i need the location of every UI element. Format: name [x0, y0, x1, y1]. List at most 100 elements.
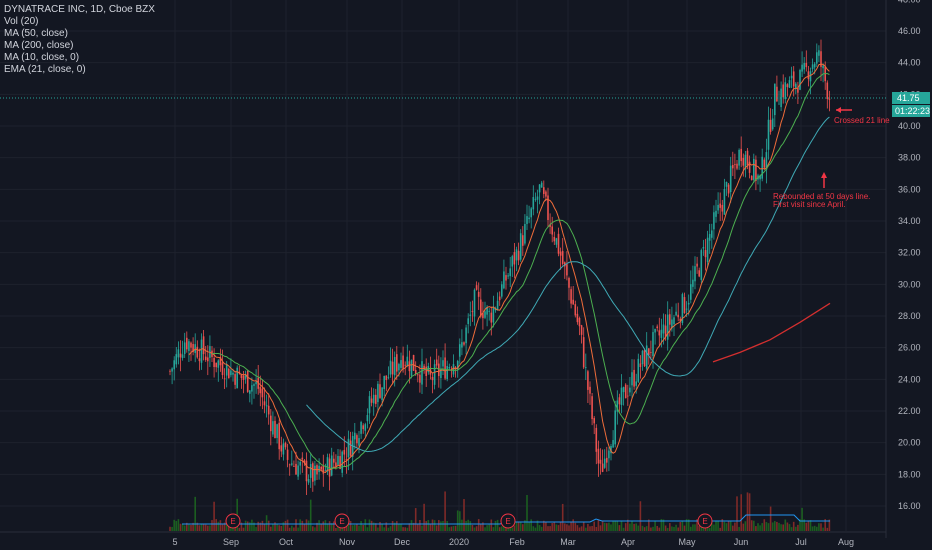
volume-bar: [513, 525, 516, 531]
volume-bar: [425, 521, 427, 531]
candle-body: [284, 442, 287, 448]
indicator-ma50[interactable]: MA (50, close): [4, 28, 68, 39]
candle-body: [631, 372, 633, 386]
volume-bar: [393, 522, 396, 531]
candle-body: [396, 354, 398, 372]
candle-body: [467, 318, 469, 324]
volume-bar: [757, 523, 759, 531]
arrow-head-icon: [821, 172, 827, 178]
time-axis[interactable]: 5 Sep Oct Nov Dec 2020 Feb Mar Apr May Jun Jul Aug: [172, 537, 854, 547]
volume-bar: [782, 524, 784, 531]
volume-bar: [702, 526, 705, 531]
candle-body: [597, 448, 600, 464]
candle-body: [314, 465, 316, 481]
indicator-volume[interactable]: Vol (20): [4, 16, 39, 27]
volume-bar: [824, 519, 826, 531]
volume-bar: [595, 526, 598, 531]
candle-body: [225, 364, 228, 376]
volume-bar: [742, 523, 745, 531]
volume-bar: [606, 523, 608, 531]
volume-bar: [738, 526, 740, 531]
volume-bar: [633, 523, 635, 531]
volume-bar: [207, 525, 209, 531]
volume-bar: [807, 520, 810, 531]
indicator-ma10[interactable]: MA (10, close, 0): [4, 52, 80, 63]
annotation-rebound-line1: Rebounded at 50 days line.: [773, 192, 870, 201]
symbol-title[interactable]: DYNATRACE INC, 1D, Cboe BZX: [4, 4, 155, 15]
candle-body: [641, 350, 644, 365]
candle-body: [349, 440, 352, 456]
candle-body: [543, 187, 545, 194]
candle-body: [685, 308, 688, 310]
candle-body: [803, 63, 805, 70]
volume-bar: [297, 527, 299, 531]
volume-bar: [362, 524, 364, 531]
candle-body: [372, 394, 375, 404]
candle-body: [536, 196, 539, 200]
last-price-tag[interactable]: 41.75: [892, 92, 930, 104]
volume-bar: [666, 527, 669, 531]
candle-body: [671, 319, 673, 329]
x-tick-label: Nov: [339, 537, 356, 547]
volume-bar: [826, 527, 829, 531]
candle-body: [637, 358, 640, 382]
volume-bar: [591, 526, 593, 531]
x-tick-label: 2020: [449, 537, 469, 547]
volume-bar: [391, 520, 394, 531]
volume-bar: [564, 523, 566, 531]
candle-body: [282, 443, 285, 455]
candle-body: [484, 311, 486, 318]
earnings-marker[interactable]: E: [697, 513, 713, 529]
volume-bar: [312, 526, 314, 531]
candle-body: [627, 395, 629, 397]
candle-body: [169, 370, 171, 372]
volume-bar: [406, 527, 409, 531]
candle-body: [738, 149, 740, 166]
y-tick-label: 30.00: [898, 279, 921, 289]
indicator-ma200[interactable]: MA (200, close): [4, 40, 74, 51]
candle-body: [589, 386, 591, 394]
volume-bar: [364, 519, 367, 531]
candle-body: [412, 354, 415, 371]
candle-body: [398, 364, 400, 371]
candle-body: [612, 440, 614, 448]
indicator-ema21[interactable]: EMA (21, close, 0): [4, 64, 86, 75]
volume-bar: [723, 521, 726, 531]
candle-body: [244, 374, 247, 379]
candle-body: [828, 98, 831, 100]
candle-body: [465, 327, 467, 344]
volume-bar: [383, 527, 385, 531]
volume-bar: [276, 523, 278, 531]
volume-bar: [813, 525, 816, 531]
volume-bar: [627, 519, 629, 531]
candle-body: [330, 455, 333, 476]
candle-body: [603, 458, 606, 468]
earnings-marker[interactable]: E: [500, 513, 516, 529]
volume-bar: [587, 523, 589, 531]
volume-bar: [761, 523, 763, 531]
volume-bar: [610, 524, 612, 531]
indicator-legend: DYNATRACE INC, 1D, Cboe BZX Vol (20) MA …: [4, 4, 155, 76]
earnings-marker[interactable]: E: [225, 513, 241, 529]
candle-body: [274, 420, 276, 439]
candle-body: [601, 463, 604, 472]
y-tick-label: 46.00: [898, 26, 921, 36]
candle-body: [540, 182, 543, 188]
volume-bar: [326, 523, 329, 531]
candle-body: [312, 463, 314, 482]
candle-body: [599, 459, 602, 464]
earnings-marker[interactable]: E: [334, 513, 350, 529]
ma200-line: [712, 302, 831, 363]
candle-body: [408, 361, 411, 372]
volume-bar: [740, 494, 742, 531]
volume-bar: [538, 525, 541, 531]
candle-body: [188, 341, 190, 351]
candle-body: [503, 271, 505, 289]
earnings-label: E: [702, 517, 707, 526]
earnings-circle: [225, 513, 241, 529]
volume-bar: [389, 526, 392, 531]
candle-body: [654, 328, 656, 333]
volume-bar: [461, 519, 463, 531]
